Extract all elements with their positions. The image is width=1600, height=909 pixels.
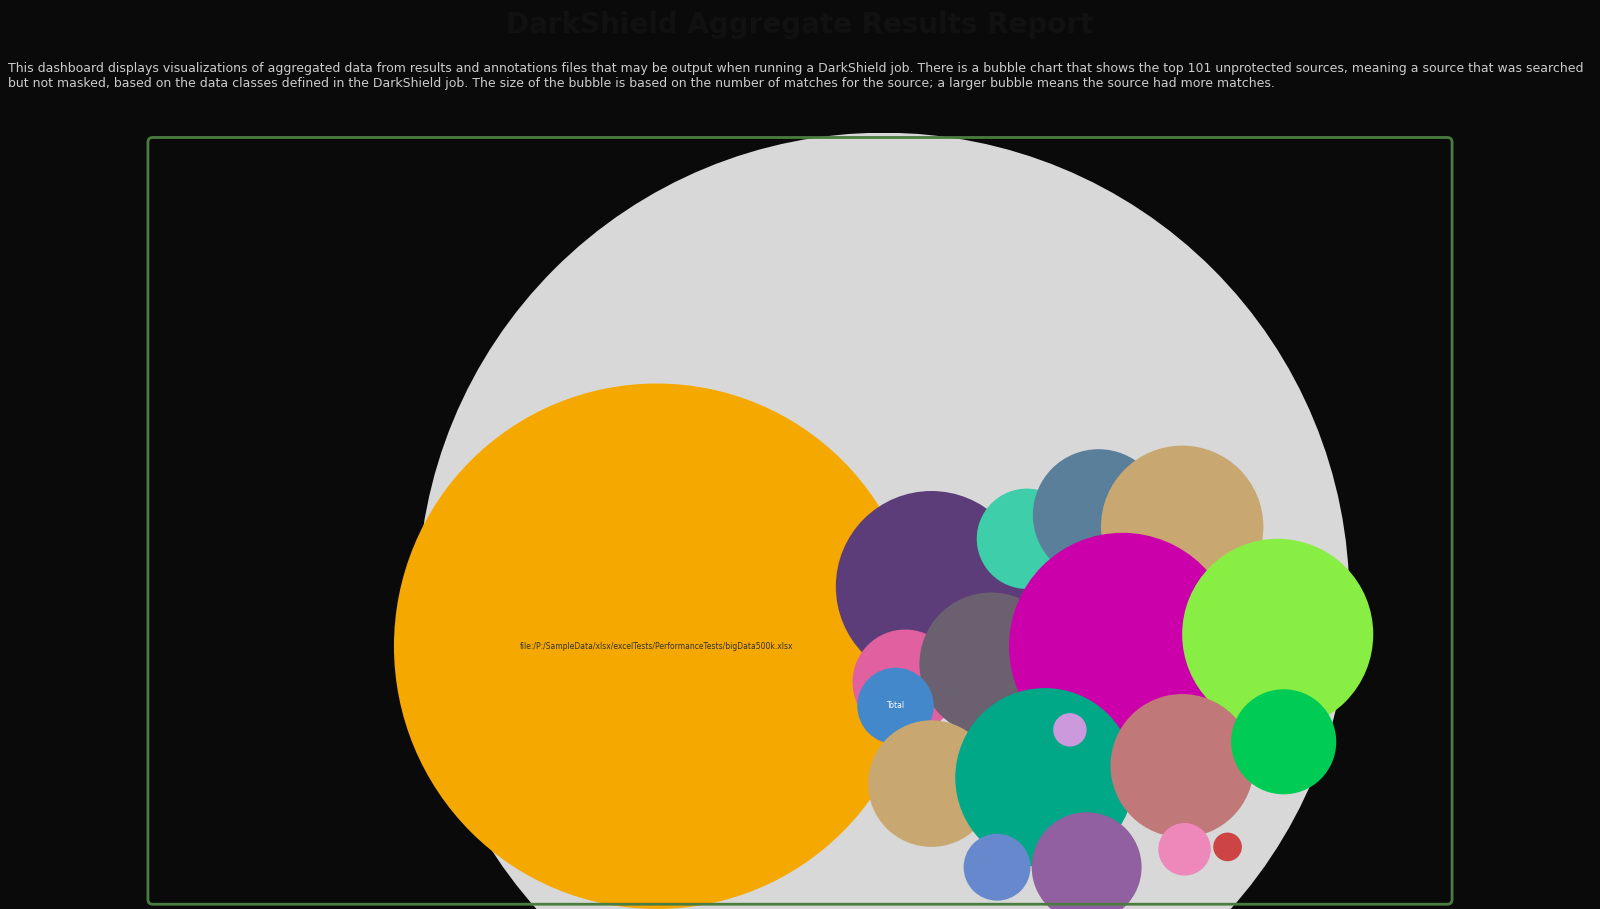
Circle shape (920, 593, 1062, 735)
Circle shape (835, 491, 1027, 682)
Circle shape (394, 384, 920, 909)
Circle shape (1032, 813, 1141, 909)
Circle shape (1110, 694, 1254, 837)
Circle shape (858, 668, 934, 744)
Text: DarkShield Aggregate Results Report: DarkShield Aggregate Results Report (506, 11, 1094, 39)
Circle shape (1010, 533, 1235, 760)
Circle shape (976, 489, 1077, 589)
Circle shape (1182, 539, 1373, 730)
Circle shape (1213, 833, 1242, 861)
Circle shape (955, 688, 1134, 867)
Circle shape (418, 133, 1349, 909)
Circle shape (963, 834, 1030, 901)
Circle shape (1158, 823, 1211, 875)
Circle shape (853, 630, 958, 734)
Text: This dashboard displays visualizations of aggregated data from results and annot: This dashboard displays visualizations o… (8, 62, 1584, 90)
Circle shape (1053, 714, 1086, 746)
Circle shape (1034, 449, 1165, 581)
Circle shape (869, 720, 995, 847)
Circle shape (1230, 689, 1336, 794)
Text: Total: Total (886, 702, 904, 711)
Text: file:/P:/SampleData/xlsx/excelTests/PerformanceTests/bigData500k.xlsx: file:/P:/SampleData/xlsx/excelTests/Perf… (520, 642, 794, 651)
Circle shape (1101, 445, 1264, 608)
